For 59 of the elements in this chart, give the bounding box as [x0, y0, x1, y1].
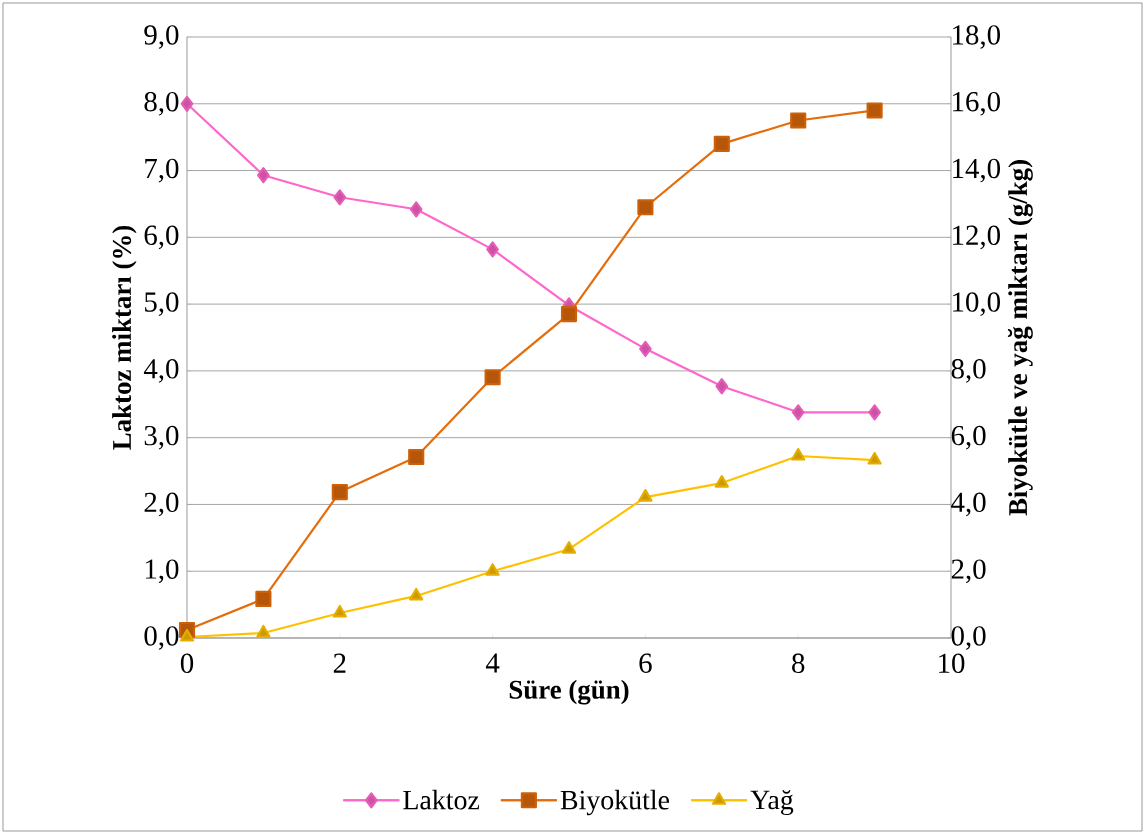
legend-label: Laktoz	[403, 789, 480, 810]
y2-tick-label: 0,0	[951, 626, 986, 650]
y-tick-label: 6,0	[144, 225, 179, 250]
y-tick-label: 4,0	[143, 359, 179, 383]
point	[639, 340, 652, 357]
y2-axis-title: Biyokütle ve yağ miktarı (g/kg)	[1007, 160, 1033, 516]
point	[255, 590, 272, 608]
y-tick-label: 0,0	[144, 626, 179, 650]
y2-tick-label: 8,0	[951, 359, 986, 383]
point	[714, 475, 729, 488]
point	[331, 484, 348, 501]
x-tick-label: 8	[792, 653, 805, 674]
point	[713, 135, 730, 152]
x-tick-label: 0	[180, 653, 194, 674]
point	[409, 201, 423, 218]
point	[256, 624, 271, 638]
point	[561, 541, 577, 554]
y2-tick-label: 4,0	[951, 492, 986, 517]
point	[791, 447, 806, 461]
point	[408, 448, 425, 466]
y-tick-label: 9,0	[144, 25, 179, 49]
y-tick-label: 7,0	[145, 158, 179, 183]
x-tick-label: 2	[333, 653, 346, 673]
point	[868, 404, 881, 421]
y2-tick-label: 14,0	[953, 158, 1000, 183]
y-tick-label: 3,0	[144, 425, 179, 450]
point	[409, 587, 424, 601]
y2-tick-label: 2,0	[951, 559, 986, 584]
y-tick-label: 5,0	[145, 292, 179, 316]
point	[332, 604, 347, 618]
point	[637, 199, 654, 216]
point	[791, 404, 805, 421]
point	[333, 189, 347, 206]
point	[560, 306, 578, 323]
y-tick-label: 1,0	[145, 559, 179, 584]
y2-tick-label: 18,0	[953, 25, 1000, 49]
point	[484, 369, 501, 386]
point	[486, 241, 499, 258]
y2-tick-label: 6,0	[951, 425, 986, 450]
legend-label: Biyokütle	[560, 789, 670, 816]
point	[790, 112, 807, 129]
point	[257, 167, 270, 184]
y2-tick-label: 12,0	[953, 225, 1000, 250]
point	[866, 102, 883, 119]
y-tick-label: 8,0	[144, 91, 179, 116]
x-axis-title: Süre (gün)	[509, 679, 629, 705]
y-axis-title: Laktoz miktarı (%)	[112, 225, 137, 450]
y-tick-label: 2,0	[144, 492, 179, 517]
y2-tick-label: 16,0	[953, 91, 1000, 116]
point	[485, 563, 500, 576]
legend-label: Yağ	[750, 790, 794, 816]
point	[715, 378, 729, 395]
point	[180, 95, 194, 112]
x-tick-label: 4	[485, 653, 500, 673]
point	[638, 489, 653, 502]
y2-tick-label: 10,0	[953, 292, 1000, 316]
x-tick-label: 6	[639, 653, 652, 673]
x-tick-label: 10	[939, 653, 965, 674]
point	[867, 451, 882, 465]
